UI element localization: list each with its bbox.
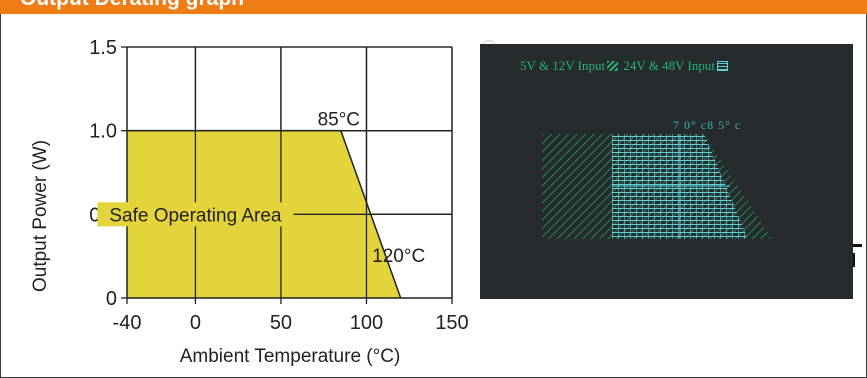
y-tick-label: 1.0 bbox=[89, 121, 117, 143]
annotation-120c: 120°C bbox=[372, 246, 425, 267]
y-tick-label: 1.5 bbox=[89, 37, 117, 59]
overlay-legend: 5V & 12V Input 24V & 48V Input bbox=[520, 58, 730, 74]
overlay-temperature-labels: 7 0° c8 5° c bbox=[673, 118, 742, 132]
dash-mark bbox=[853, 253, 855, 267]
grid-swatch-icon bbox=[716, 61, 728, 71]
y-axis-label: Output Power (W) bbox=[30, 140, 51, 292]
y-tick-label: 0 bbox=[106, 288, 117, 310]
annotation-85c: 85°C bbox=[318, 110, 360, 131]
overlay-derating-graphic bbox=[542, 134, 772, 239]
overlay-derating-panel: 5V & 12V Input 24V & 48V Input 7 0° c8 5… bbox=[480, 44, 853, 299]
hatch-swatch-icon bbox=[607, 61, 619, 71]
legend-label-b: 24V & 48V Input bbox=[623, 58, 715, 73]
header-title: Output Derating graph bbox=[20, 0, 244, 11]
x-axis-label: Ambient Temperature (°C) bbox=[180, 346, 401, 367]
label-background bbox=[97, 202, 294, 227]
x-tick-label: -40 bbox=[113, 312, 142, 334]
x-tick-label: 100 bbox=[350, 312, 383, 334]
header-bar: Output Derating graph bbox=[0, 0, 867, 14]
legend-label-a: 5V & 12V Input bbox=[520, 58, 606, 73]
annotations: 85°C 120°C Safe Operating Area bbox=[97, 110, 425, 267]
annotation-safe-operating-area: Safe Operating Area bbox=[109, 205, 282, 226]
dash-mark bbox=[853, 244, 862, 247]
x-tick-label: 50 bbox=[270, 312, 292, 334]
x-tick-label: 150 bbox=[435, 312, 468, 334]
x-tick-label: 0 bbox=[190, 312, 201, 334]
